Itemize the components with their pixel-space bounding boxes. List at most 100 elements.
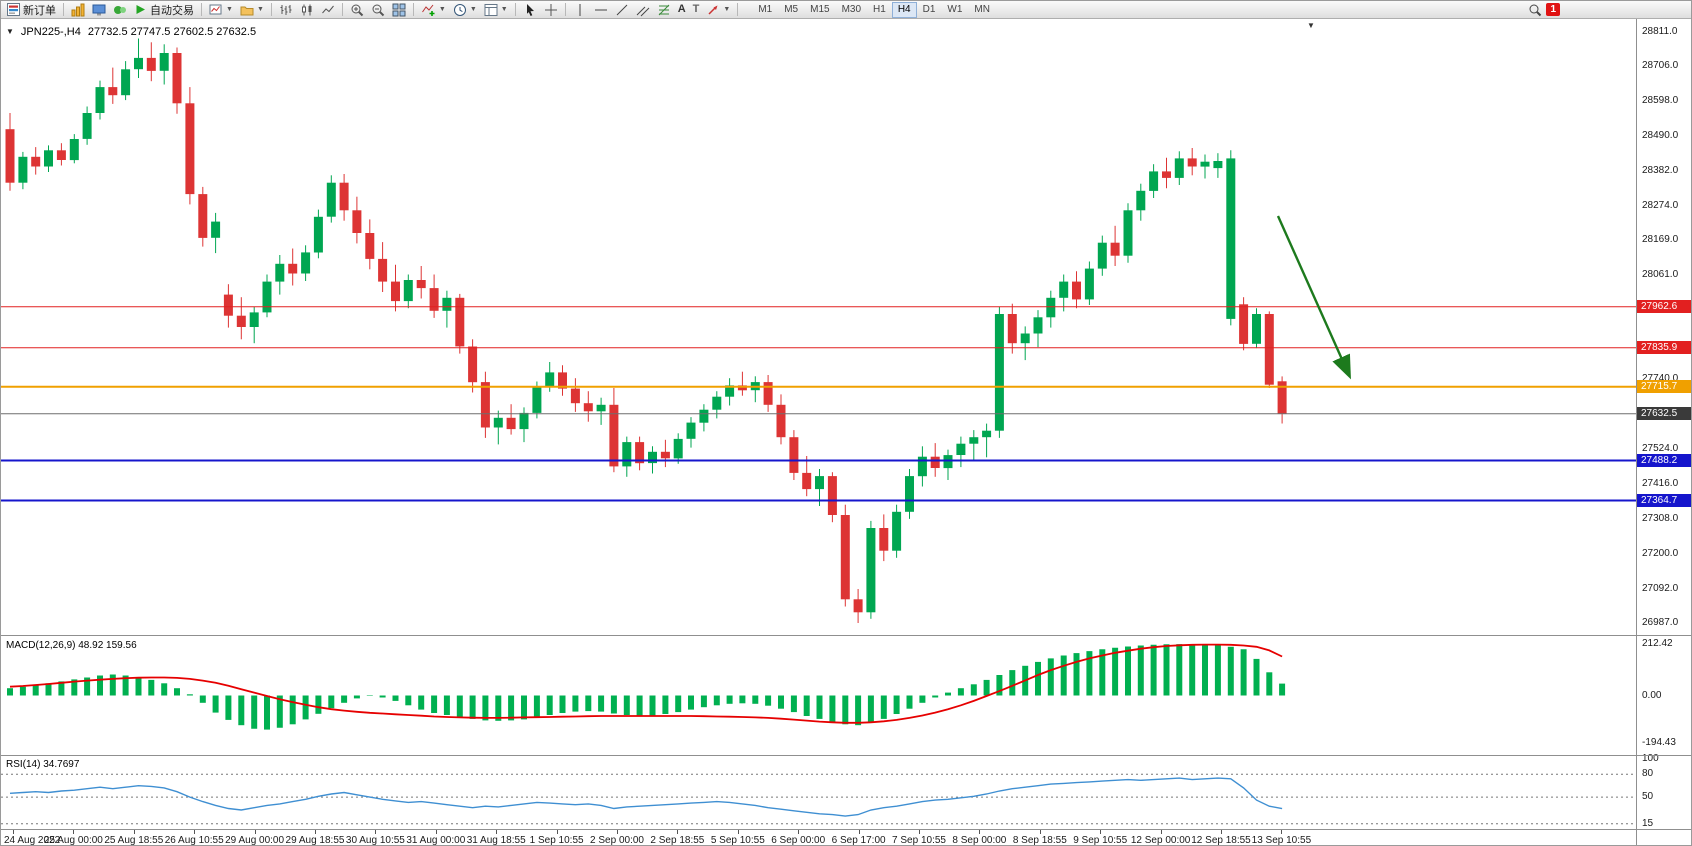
time-label: 6 Sep 00:00 xyxy=(771,835,826,846)
templates-button[interactable]: ▼ xyxy=(481,2,511,18)
time-tick xyxy=(254,830,256,834)
new-order-label: 新订单 xyxy=(23,4,56,17)
profiles-button[interactable]: ▼ xyxy=(237,2,267,18)
timeframe-m1-button[interactable]: M1 xyxy=(758,3,773,15)
price-level-badge: 27962.6 xyxy=(1637,300,1691,314)
timeframe-group: M1 M5 M15 M30 H1 H4 D1 W1 MN xyxy=(752,1,996,18)
price-axis-label: 27416.0 xyxy=(1642,477,1679,489)
pane-splitter[interactable] xyxy=(1,755,1691,756)
candlestick-button[interactable] xyxy=(297,2,317,18)
autotrading-button[interactable]: 自动交易 xyxy=(131,2,197,18)
timeframe-m5-button[interactable]: M5 xyxy=(784,3,799,15)
timeframe-w1-button[interactable]: W1 xyxy=(947,3,963,15)
timeframe-m15-button[interactable]: M15 xyxy=(810,3,830,15)
timeframe-h1-button[interactable]: H1 xyxy=(873,3,886,15)
time-tick xyxy=(73,830,75,834)
time-label: 31 Aug 18:55 xyxy=(466,835,526,846)
chevron-down-icon: ▼ xyxy=(226,6,233,13)
clock-icon xyxy=(453,3,466,16)
time-axis[interactable]: 24 Aug 2022 25 Aug 00:00 25 Aug 18:55 26 Au… xyxy=(1,830,1691,846)
rsi-chart-canvas[interactable] xyxy=(1,756,1636,829)
time-tick xyxy=(133,830,135,834)
chevron-down-icon: ▼ xyxy=(469,6,477,13)
time-tick xyxy=(556,830,558,834)
periods-button[interactable]: ▼ xyxy=(450,2,480,18)
price-axis-label: 27740.0 xyxy=(1642,372,1679,384)
text-button[interactable]: A xyxy=(675,2,689,18)
time-label: 9 Sep 10:55 xyxy=(1073,835,1128,846)
timeframe-h4-button[interactable]: H4 xyxy=(891,1,917,18)
trendline-button[interactable] xyxy=(612,2,632,18)
price-chart-canvas[interactable] xyxy=(1,19,1636,635)
macd-axis-label: 0.00 xyxy=(1642,689,1662,701)
time-label: 25 Aug 18:55 xyxy=(104,835,164,846)
time-label: 29 Aug 00:00 xyxy=(225,835,285,846)
fibonacci-button[interactable] xyxy=(654,2,674,18)
new-chart-icon xyxy=(209,4,222,14)
autotrading-play-icon xyxy=(136,5,145,14)
new-chart-button[interactable]: ▼ xyxy=(206,2,236,18)
tile-windows-icon xyxy=(392,3,406,16)
horizontal-line-button[interactable] xyxy=(591,2,611,18)
indicators-icon xyxy=(421,4,435,16)
price-axis-label: 28274.0 xyxy=(1642,199,1679,211)
search-button[interactable] xyxy=(1525,2,1545,18)
price-axis-border xyxy=(1636,19,1637,845)
rsi-pane: RSI(14) 34.7697 xyxy=(1,756,1636,829)
notification-badge[interactable]: 1 xyxy=(1546,3,1560,16)
crosshair-button[interactable] xyxy=(541,2,561,18)
price-level-badge: 27715.7 xyxy=(1637,380,1691,394)
time-tick xyxy=(858,830,860,834)
macd-pane: MACD(12,26,9) 48.92 159.56 xyxy=(1,637,1636,754)
charts-icon xyxy=(71,3,85,16)
cursor-button[interactable] xyxy=(520,2,540,18)
price-axis[interactable]: 28811.0 28706.0 28598.0 28490.0 28382.0 28274… xyxy=(1637,1,1691,845)
rsi-axis-label: 100 xyxy=(1642,753,1659,764)
price-axis-label: 28169.0 xyxy=(1642,233,1679,245)
market-watch-icon xyxy=(92,4,106,15)
navigator-button[interactable] xyxy=(110,2,130,18)
line-chart-button[interactable] xyxy=(318,2,338,18)
ohlc-values: 27732.5 27747.5 27602.5 27632.5 xyxy=(87,26,257,38)
chart-shift-marker[interactable]: ▼ xyxy=(1307,21,1315,30)
chevron-down-icon: ▼ xyxy=(723,6,731,13)
time-label: 31 Aug 00:00 xyxy=(406,835,466,846)
zoom-out-button[interactable] xyxy=(368,2,388,18)
label-button[interactable]: T xyxy=(690,2,703,18)
channel-button[interactable] xyxy=(633,2,653,18)
tile-windows-button[interactable] xyxy=(389,2,409,18)
time-tick xyxy=(315,830,316,834)
time-axis-border xyxy=(1,829,1691,830)
macd-axis-label: -194.43 xyxy=(1642,736,1676,748)
time-tick xyxy=(1221,830,1222,834)
macd-chart-canvas[interactable] xyxy=(1,637,1636,754)
label-icon: T xyxy=(692,3,700,15)
rsi-axis-label: 50 xyxy=(1642,791,1654,803)
timeframe-d1-button[interactable]: D1 xyxy=(922,3,936,15)
price-level-badge: 27488.2 xyxy=(1637,454,1691,467)
timeframe-m30-button[interactable]: M30 xyxy=(841,3,862,15)
price-axis-label: 27092.0 xyxy=(1642,583,1679,594)
arrows-button[interactable]: ▼ xyxy=(703,2,733,18)
new-order-button[interactable]: 新订单 xyxy=(4,2,59,18)
symbol-dropdown-icon[interactable]: ▼ xyxy=(6,27,14,36)
timeframe-mn-button[interactable]: MN xyxy=(974,3,990,15)
price-axis-label: 28490.0 xyxy=(1642,129,1679,141)
text-icon: A xyxy=(677,3,686,15)
time-tick xyxy=(375,830,377,834)
pane-splitter[interactable] xyxy=(1,635,1691,636)
bar-chart-button[interactable] xyxy=(276,2,296,18)
charts-button[interactable] xyxy=(68,2,88,18)
macd-label: MACD(12,26,9) 48.92 159.56 xyxy=(6,640,137,651)
market-watch-button[interactable] xyxy=(89,2,109,18)
toolbar-separator xyxy=(412,3,414,16)
vertical-line-button[interactable] xyxy=(570,2,590,18)
price-axis-label: 27524.0 xyxy=(1642,442,1679,454)
toolbar-separator xyxy=(63,3,64,16)
arrow-object-icon xyxy=(708,5,718,15)
indicators-button[interactable]: ▼ xyxy=(418,2,449,18)
chevron-down-icon: ▼ xyxy=(256,6,264,13)
zoom-in-button[interactable] xyxy=(347,2,367,18)
rsi-axis-label: 15 xyxy=(1642,817,1654,829)
time-label: 8 Sep 00:00 xyxy=(952,835,1007,846)
